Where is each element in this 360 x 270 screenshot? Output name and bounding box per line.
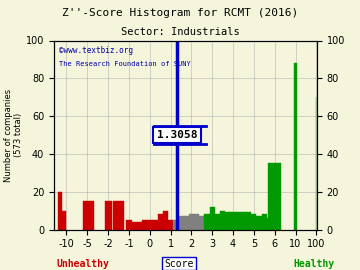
Bar xyxy=(267,218,272,230)
Bar xyxy=(262,214,267,230)
Text: Unhealthy: Unhealthy xyxy=(57,258,109,269)
Text: The Research Foundation of SUNY: The Research Foundation of SUNY xyxy=(59,61,191,67)
Bar xyxy=(131,222,137,230)
Bar xyxy=(179,216,184,230)
Bar xyxy=(105,201,112,230)
Text: 1.3058: 1.3058 xyxy=(157,130,197,140)
Bar xyxy=(256,216,262,230)
Bar xyxy=(113,201,124,230)
Bar xyxy=(215,214,220,230)
Bar xyxy=(251,214,256,230)
Bar xyxy=(62,211,67,229)
Text: Z''-Score Histogram for RCMT (2016): Z''-Score Histogram for RCMT (2016) xyxy=(62,8,298,18)
Bar xyxy=(184,216,189,230)
Bar xyxy=(147,220,152,230)
Bar xyxy=(204,214,210,230)
Bar xyxy=(58,192,62,230)
Bar xyxy=(225,212,230,230)
Bar xyxy=(189,214,194,230)
Text: ©www.textbiz.org: ©www.textbiz.org xyxy=(59,46,133,55)
Text: Healthy: Healthy xyxy=(293,258,334,269)
Text: Score: Score xyxy=(164,258,194,269)
Bar xyxy=(87,201,94,230)
Bar xyxy=(294,63,297,230)
Bar xyxy=(194,214,199,230)
Bar xyxy=(246,212,251,230)
Y-axis label: Number of companies
(573 total): Number of companies (573 total) xyxy=(4,89,23,181)
Bar xyxy=(152,220,158,230)
Bar xyxy=(83,201,87,230)
Bar xyxy=(230,212,236,230)
Bar xyxy=(268,163,281,230)
Bar xyxy=(158,214,163,230)
Bar xyxy=(220,211,225,229)
Bar xyxy=(142,220,147,230)
Bar xyxy=(163,211,168,229)
Bar xyxy=(236,212,241,230)
Bar xyxy=(210,207,215,229)
Bar xyxy=(173,220,179,230)
Bar xyxy=(168,220,173,230)
Bar xyxy=(199,216,204,230)
Text: Sector: Industrials: Sector: Industrials xyxy=(121,27,239,37)
Bar xyxy=(126,220,131,230)
Bar xyxy=(241,212,246,230)
Bar xyxy=(137,222,142,230)
